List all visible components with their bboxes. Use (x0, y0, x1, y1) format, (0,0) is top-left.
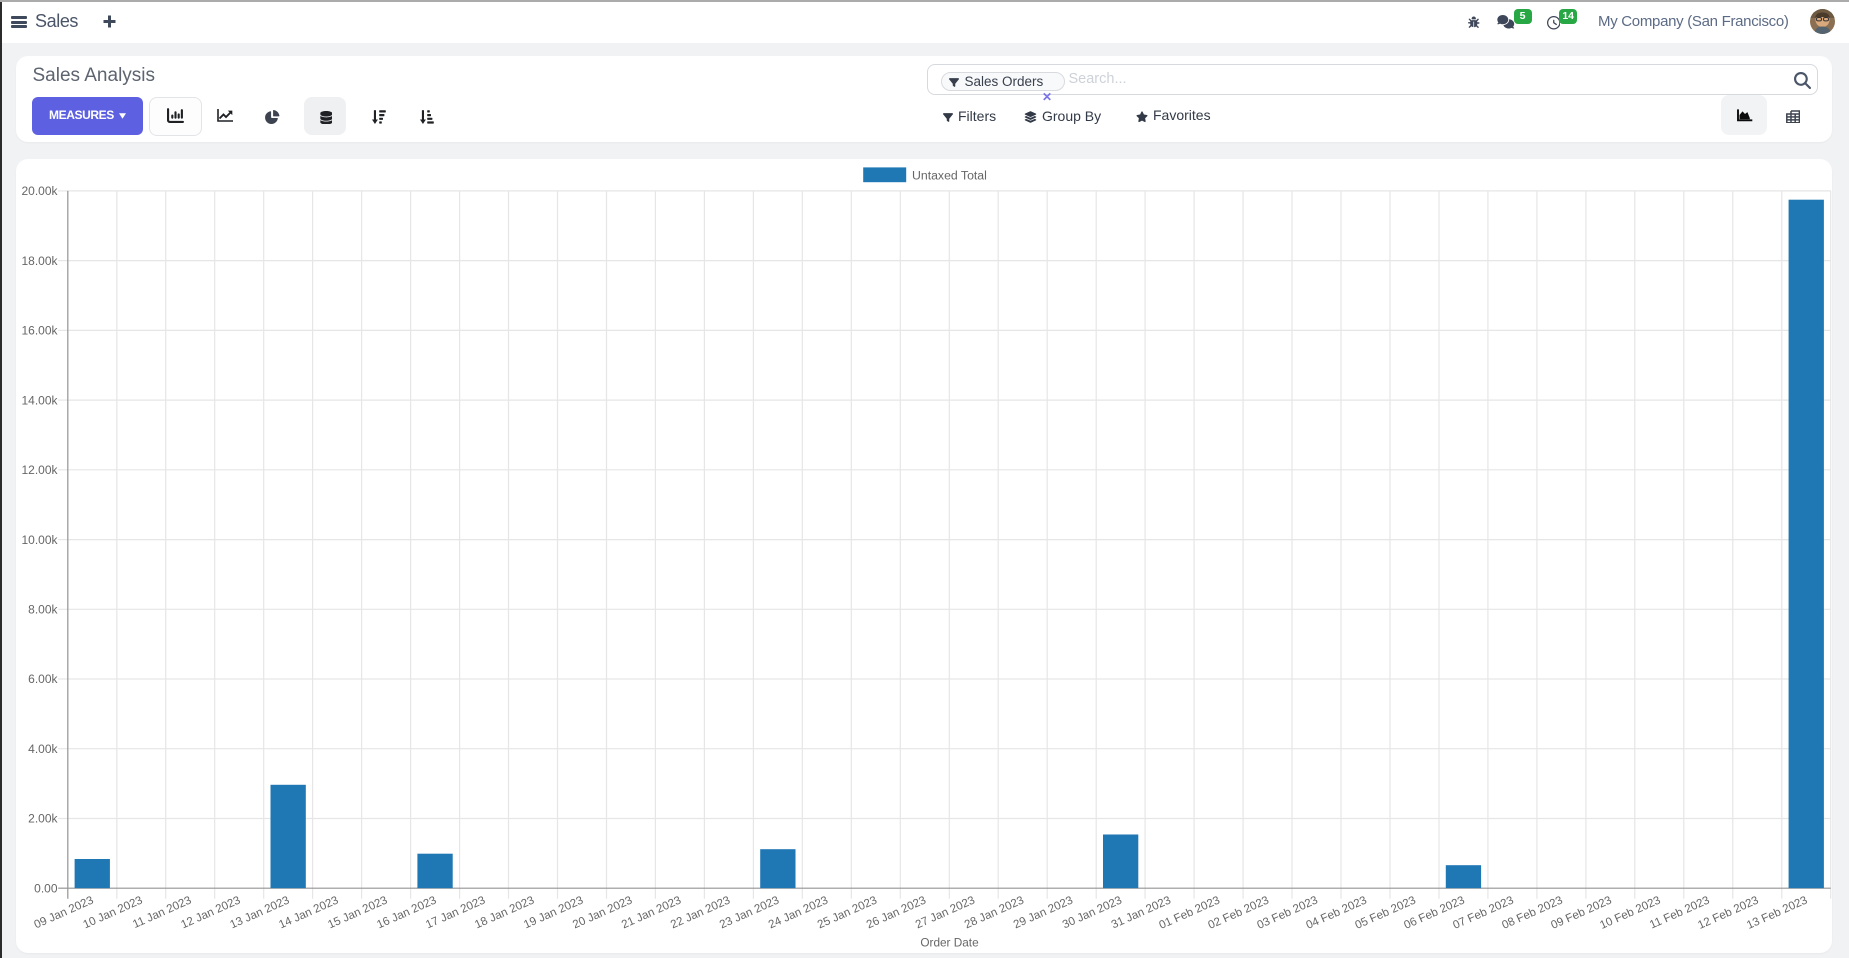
svg-text:8.00k: 8.00k (28, 603, 58, 617)
svg-text:2.00k: 2.00k (28, 812, 58, 826)
svg-text:12.00k: 12.00k (22, 463, 59, 477)
svg-text:18.00k: 18.00k (22, 254, 59, 268)
svg-text:10.00k: 10.00k (22, 533, 59, 547)
svg-text:6.00k: 6.00k (28, 672, 58, 686)
svg-text:0.00: 0.00 (34, 882, 58, 896)
svg-text:14.00k: 14.00k (22, 394, 59, 408)
svg-text:16.00k: 16.00k (22, 324, 59, 338)
svg-text:4.00k: 4.00k (28, 742, 58, 756)
svg-text:20.00k: 20.00k (22, 184, 59, 198)
svg-text:Order Date: Order Date (920, 937, 979, 950)
svg-text:Untaxed Total: Untaxed Total (912, 169, 987, 183)
